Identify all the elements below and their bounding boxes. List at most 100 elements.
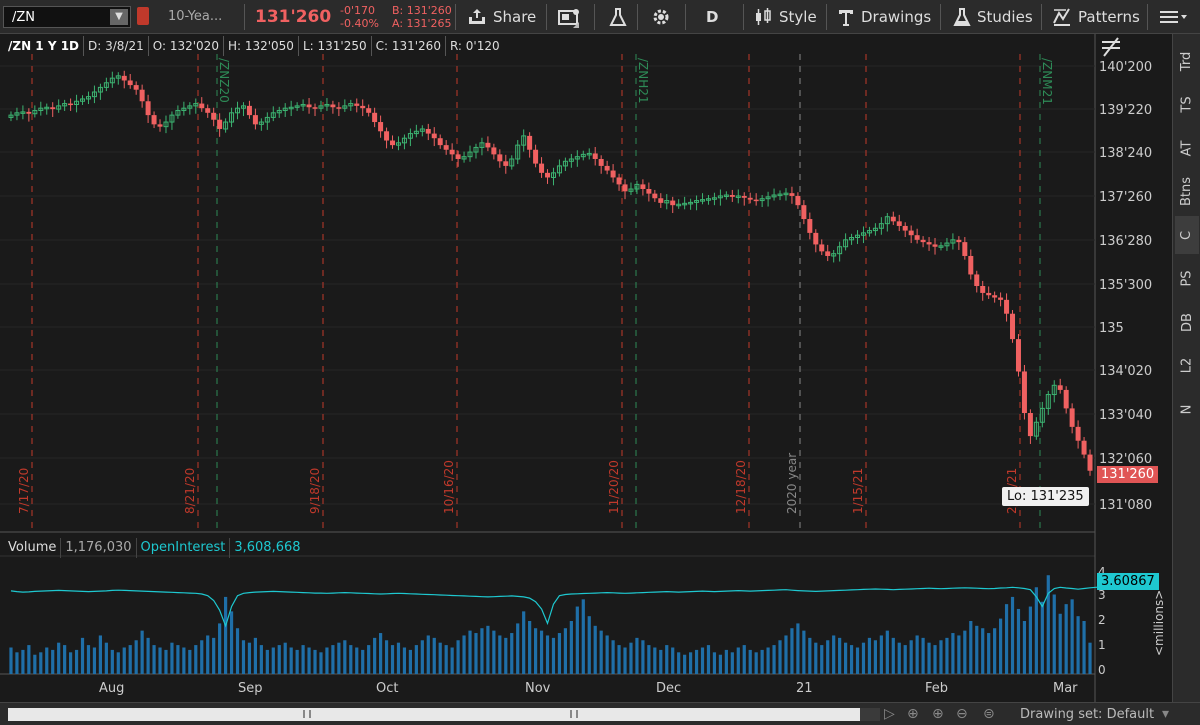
studies-label: Studies bbox=[977, 8, 1033, 26]
volume-bar bbox=[1034, 587, 1038, 674]
axis-scale-icon[interactable] bbox=[1100, 36, 1122, 62]
candle-body bbox=[771, 194, 777, 198]
volume-bar bbox=[706, 645, 711, 674]
candle-body bbox=[175, 109, 181, 116]
drawing-set-label[interactable]: Drawing set: Default bbox=[1020, 707, 1155, 722]
candle-body bbox=[372, 112, 378, 123]
side-tab-btns[interactable]: Btns bbox=[1175, 173, 1199, 211]
fit-icon[interactable]: ▷ bbox=[884, 706, 895, 722]
candle-body bbox=[461, 156, 467, 160]
volume-bar bbox=[998, 618, 1003, 674]
zoom-in-icon[interactable]: ⊕ bbox=[932, 706, 944, 722]
volume-bar bbox=[939, 640, 943, 674]
divider bbox=[685, 4, 686, 30]
share-icon bbox=[469, 9, 485, 24]
volume-bar bbox=[343, 640, 347, 674]
date-marker-label: 11/20/20 bbox=[607, 460, 621, 514]
studies-button[interactable]: Studies bbox=[953, 0, 1033, 34]
candle-body bbox=[664, 200, 670, 204]
candle-body bbox=[711, 197, 717, 200]
candle-body bbox=[354, 103, 360, 106]
candle-body bbox=[950, 239, 956, 244]
side-tab-label: PS bbox=[1179, 270, 1195, 287]
volume-bar bbox=[194, 645, 198, 674]
candle-body bbox=[50, 107, 56, 110]
candle-body bbox=[366, 108, 372, 113]
side-tab-db[interactable]: DB bbox=[1175, 303, 1199, 341]
drawing-set-dropdown-icon[interactable]: ▾ bbox=[1162, 706, 1170, 722]
candle-body bbox=[1045, 394, 1051, 409]
side-tab-trd[interactable]: Trd bbox=[1175, 42, 1199, 80]
crosshair-icon[interactable]: ⊕ bbox=[907, 706, 919, 722]
volume-bar bbox=[736, 647, 740, 674]
candle-body bbox=[944, 242, 950, 247]
volume-bar bbox=[545, 635, 550, 674]
period-button[interactable]: D bbox=[706, 0, 718, 34]
bar-open: O: 132'020 bbox=[149, 36, 224, 56]
candle-body bbox=[545, 172, 551, 178]
share-button[interactable]: Share bbox=[467, 0, 536, 34]
side-tab-ps[interactable]: PS bbox=[1175, 260, 1199, 298]
volume-bar bbox=[510, 633, 514, 674]
reset-zoom-icon[interactable]: ⊜ bbox=[983, 706, 995, 722]
style-button[interactable]: Style bbox=[753, 0, 817, 34]
volume-bar bbox=[993, 628, 997, 674]
candle-body bbox=[783, 192, 789, 196]
side-tab-ts[interactable]: TS bbox=[1175, 86, 1199, 124]
volume-bar bbox=[665, 645, 669, 674]
volume-axis-unit: <millions> bbox=[1152, 590, 1166, 656]
candle-body bbox=[348, 103, 354, 107]
candle-body bbox=[74, 100, 80, 105]
volume-bar bbox=[599, 630, 603, 674]
volume-bar bbox=[420, 640, 424, 674]
candle-body bbox=[1027, 413, 1033, 437]
chart-symbol[interactable]: /ZN 1 Y 1D bbox=[4, 36, 85, 56]
candle-body bbox=[509, 158, 515, 167]
volume-bar bbox=[51, 649, 55, 674]
candle-body bbox=[20, 111, 26, 114]
candle-body bbox=[843, 239, 849, 248]
patterns-button[interactable]: Patterns bbox=[1052, 0, 1140, 34]
symbol-dropdown-icon[interactable]: ▼ bbox=[110, 9, 128, 25]
scroll-thumb[interactable] bbox=[860, 708, 880, 721]
volume-bar bbox=[778, 640, 782, 674]
volume-bar bbox=[861, 642, 866, 674]
more-menu-button[interactable] bbox=[1158, 0, 1188, 34]
divider bbox=[594, 4, 595, 30]
volume-bar bbox=[838, 637, 842, 674]
side-tab-c[interactable]: C bbox=[1175, 216, 1199, 254]
candle-body bbox=[765, 196, 771, 200]
time-scrollbar[interactable] bbox=[8, 708, 876, 721]
chart-area[interactable]: 140'200 139'220 138'240 137'260 136'280 135'3… bbox=[0, 34, 1172, 702]
month-label: Dec bbox=[656, 681, 681, 696]
candle-body bbox=[735, 195, 741, 198]
price-chart[interactable]: 140'200 139'220 138'240 137'260 136'280 135'3… bbox=[0, 34, 1172, 702]
lab-button[interactable] bbox=[609, 0, 627, 34]
divider bbox=[826, 4, 827, 30]
volume-bar bbox=[1046, 575, 1050, 674]
volume-bar bbox=[641, 640, 645, 674]
volume-bar bbox=[110, 649, 114, 674]
volume-bar bbox=[277, 645, 281, 674]
symbol-input[interactable]: /ZN ▼ bbox=[3, 6, 131, 28]
candle-body bbox=[80, 98, 86, 102]
settings-button[interactable] bbox=[651, 0, 671, 34]
zoom-out-icon[interactable]: ⊖ bbox=[956, 706, 968, 722]
link-lock-icon[interactable] bbox=[137, 7, 149, 25]
price-axis-label: 131'080 bbox=[1099, 498, 1152, 513]
side-tab-n[interactable]: N bbox=[1175, 390, 1199, 428]
volume-label[interactable]: Volume bbox=[4, 538, 62, 558]
flexible-grid-button[interactable] bbox=[557, 0, 581, 34]
side-tab-l2[interactable]: L2 bbox=[1175, 347, 1199, 385]
month-label: 21 bbox=[796, 681, 813, 696]
volume-bar bbox=[563, 628, 568, 674]
candle-body bbox=[163, 121, 169, 128]
volume-bar bbox=[27, 645, 31, 674]
side-tab-at[interactable]: AT bbox=[1175, 129, 1199, 167]
drawings-button[interactable]: Drawings bbox=[837, 0, 931, 34]
candle-body bbox=[1057, 385, 1063, 390]
open-interest-label[interactable]: OpenInterest bbox=[137, 538, 231, 558]
divider bbox=[1147, 4, 1148, 30]
candle-body bbox=[145, 101, 151, 116]
candle-body bbox=[479, 142, 485, 148]
